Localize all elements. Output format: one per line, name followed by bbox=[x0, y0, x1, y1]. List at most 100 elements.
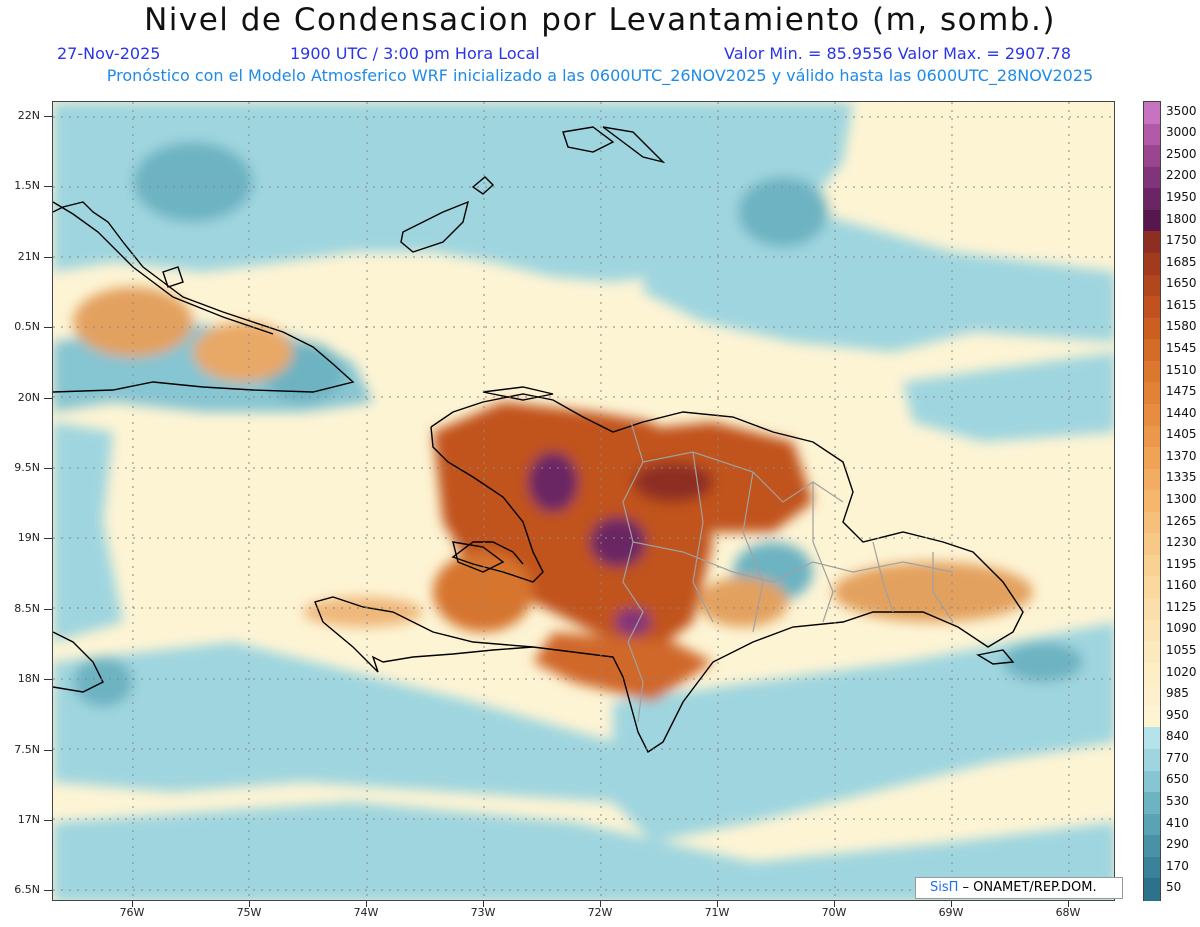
colorbar bbox=[1143, 101, 1161, 901]
colorbar-segment bbox=[1144, 511, 1160, 534]
colorbar-segment bbox=[1144, 533, 1160, 556]
colorbar-label: 1580 bbox=[1166, 319, 1197, 334]
colorbar-label: 1475 bbox=[1166, 384, 1197, 399]
colorbar-label: 1650 bbox=[1166, 276, 1197, 291]
latitude-tick-mark bbox=[44, 608, 52, 610]
colorbar-label: 650 bbox=[1166, 772, 1189, 787]
colorbar-label: 770 bbox=[1166, 750, 1189, 765]
caicos-island bbox=[562, 126, 615, 153]
colorbar-label: 2200 bbox=[1166, 168, 1197, 183]
latitude-tick-label: 17N bbox=[17, 813, 40, 826]
valid-time: 1900 UTC / 3:00 pm Hora Local bbox=[290, 44, 540, 63]
latitude-tick-label: 6.5N bbox=[14, 883, 40, 897]
longitude-tick-label: 76W bbox=[119, 906, 145, 919]
colorbar-label: 1405 bbox=[1166, 427, 1197, 442]
latitude-tick-label: 8.5N bbox=[14, 601, 40, 615]
colorbar-segment bbox=[1144, 792, 1160, 815]
colorbar-segment bbox=[1144, 684, 1160, 707]
colorbar-segment bbox=[1144, 749, 1160, 772]
colorbar-segment bbox=[1144, 641, 1160, 664]
longitude-tick-mark bbox=[249, 901, 250, 907]
longitude-tick-label: 70W bbox=[821, 906, 847, 919]
valid-date: 27-Nov-2025 bbox=[57, 44, 161, 63]
min-max-values: Valor Min. = 85.9556 Valor Max. = 2907.7… bbox=[724, 44, 1072, 63]
inagua-island bbox=[400, 200, 470, 253]
colorbar-label: 1230 bbox=[1166, 535, 1197, 550]
colorbar-label: 410 bbox=[1166, 815, 1189, 830]
colorbar-label: 985 bbox=[1166, 686, 1189, 701]
latitude-tick-mark bbox=[44, 820, 52, 821]
colorbar-segment bbox=[1144, 770, 1160, 793]
colorbar-segment bbox=[1144, 598, 1160, 621]
colorbar-segment bbox=[1144, 382, 1160, 405]
jamaica-coast bbox=[53, 631, 104, 693]
latitude-tick-label: 0.5N bbox=[14, 320, 40, 334]
colorbar-label: 1020 bbox=[1166, 664, 1197, 679]
colorbar-label: 530 bbox=[1166, 793, 1189, 808]
cyan-region-west-edge bbox=[53, 422, 123, 642]
latitude-tick-label: 7.5N bbox=[14, 742, 40, 756]
colorbar-label: 1160 bbox=[1166, 578, 1197, 593]
sispi-logo-text: SisΠ bbox=[930, 880, 959, 895]
colorbar-segment bbox=[1144, 490, 1160, 513]
colorbar-segment bbox=[1144, 123, 1160, 146]
colorbar-label: 3000 bbox=[1166, 125, 1197, 140]
cyan-region-northeast bbox=[643, 212, 1114, 352]
province-border bbox=[872, 541, 894, 613]
latitude-tick-label: 1.5N bbox=[14, 179, 40, 193]
colorbar-segment bbox=[1144, 619, 1160, 642]
colorbar-label: 1510 bbox=[1166, 362, 1197, 377]
colorbar-segment bbox=[1144, 317, 1160, 340]
forecast-info: Pronóstico con el Modelo Atmosferico WRF… bbox=[106, 66, 1094, 85]
colorbar-segment bbox=[1144, 296, 1160, 319]
colorbar-label: 1440 bbox=[1166, 405, 1197, 420]
lcl-shading bbox=[53, 102, 1114, 900]
saona-island bbox=[976, 649, 1015, 665]
orange-area bbox=[193, 322, 293, 382]
colorbar-segment bbox=[1144, 166, 1160, 189]
colorbar-segment bbox=[1144, 705, 1160, 729]
latitude-tick-label: 21N bbox=[17, 249, 40, 263]
colorbar-label: 1750 bbox=[1166, 233, 1197, 248]
cuba-coast bbox=[53, 201, 355, 393]
haiti-north-peninsula bbox=[430, 426, 544, 583]
cuba-coast-east-tip bbox=[53, 201, 274, 335]
orange-area bbox=[698, 577, 788, 627]
purple-core bbox=[590, 517, 646, 567]
latitude-tick-label: 9.5N bbox=[14, 461, 40, 474]
small-island bbox=[162, 266, 184, 288]
colorbar-segment bbox=[1144, 145, 1160, 168]
latitude-tick-mark bbox=[44, 397, 52, 399]
colorbar-label: 1055 bbox=[1166, 642, 1197, 657]
dark-brown-core bbox=[633, 462, 713, 502]
colorbar-segment bbox=[1144, 878, 1160, 901]
colorbar-segment bbox=[1144, 188, 1160, 211]
colorbar-segment bbox=[1144, 447, 1160, 470]
province-border bbox=[632, 541, 954, 583]
cyan-region-east bbox=[903, 352, 1114, 442]
orange-area bbox=[73, 287, 193, 357]
colorbar-label: 1545 bbox=[1166, 341, 1197, 356]
colorbar-label: 950 bbox=[1166, 707, 1189, 722]
colorbar-segment bbox=[1144, 468, 1160, 491]
orange-area bbox=[303, 597, 423, 627]
longitude-tick-mark bbox=[834, 901, 835, 907]
province-border bbox=[932, 552, 954, 623]
longitude-tick-label: 68W bbox=[1055, 906, 1081, 919]
colorbar-segment bbox=[1144, 339, 1160, 362]
colorbar-label: 1800 bbox=[1166, 211, 1197, 226]
colorbar-segment bbox=[1144, 835, 1160, 858]
longitude-tick-mark bbox=[132, 901, 133, 907]
coastlines bbox=[53, 126, 1024, 754]
longitude-tick-mark bbox=[1068, 901, 1069, 907]
province-border bbox=[742, 471, 764, 633]
latitude-tick-label: 19N bbox=[17, 531, 40, 545]
hispaniola-coast bbox=[314, 393, 1024, 754]
political-borders bbox=[622, 421, 954, 723]
colorbar-segment bbox=[1144, 209, 1160, 232]
colorbar-label: 2500 bbox=[1166, 146, 1197, 161]
colorbar-segment bbox=[1144, 360, 1160, 383]
longitude-tick-label: 73W bbox=[470, 906, 496, 919]
credit-box: SisΠ – ONAMET/REP.DOM. bbox=[915, 877, 1123, 899]
colorbar-segment bbox=[1144, 102, 1160, 125]
